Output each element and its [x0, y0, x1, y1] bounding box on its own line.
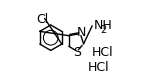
Text: Cl: Cl	[36, 13, 48, 26]
Text: S: S	[73, 46, 81, 59]
Text: 2: 2	[100, 25, 106, 35]
Text: N: N	[77, 26, 86, 39]
Text: HCl: HCl	[88, 61, 110, 74]
Text: HCl: HCl	[92, 46, 114, 59]
Text: NH: NH	[94, 19, 113, 32]
